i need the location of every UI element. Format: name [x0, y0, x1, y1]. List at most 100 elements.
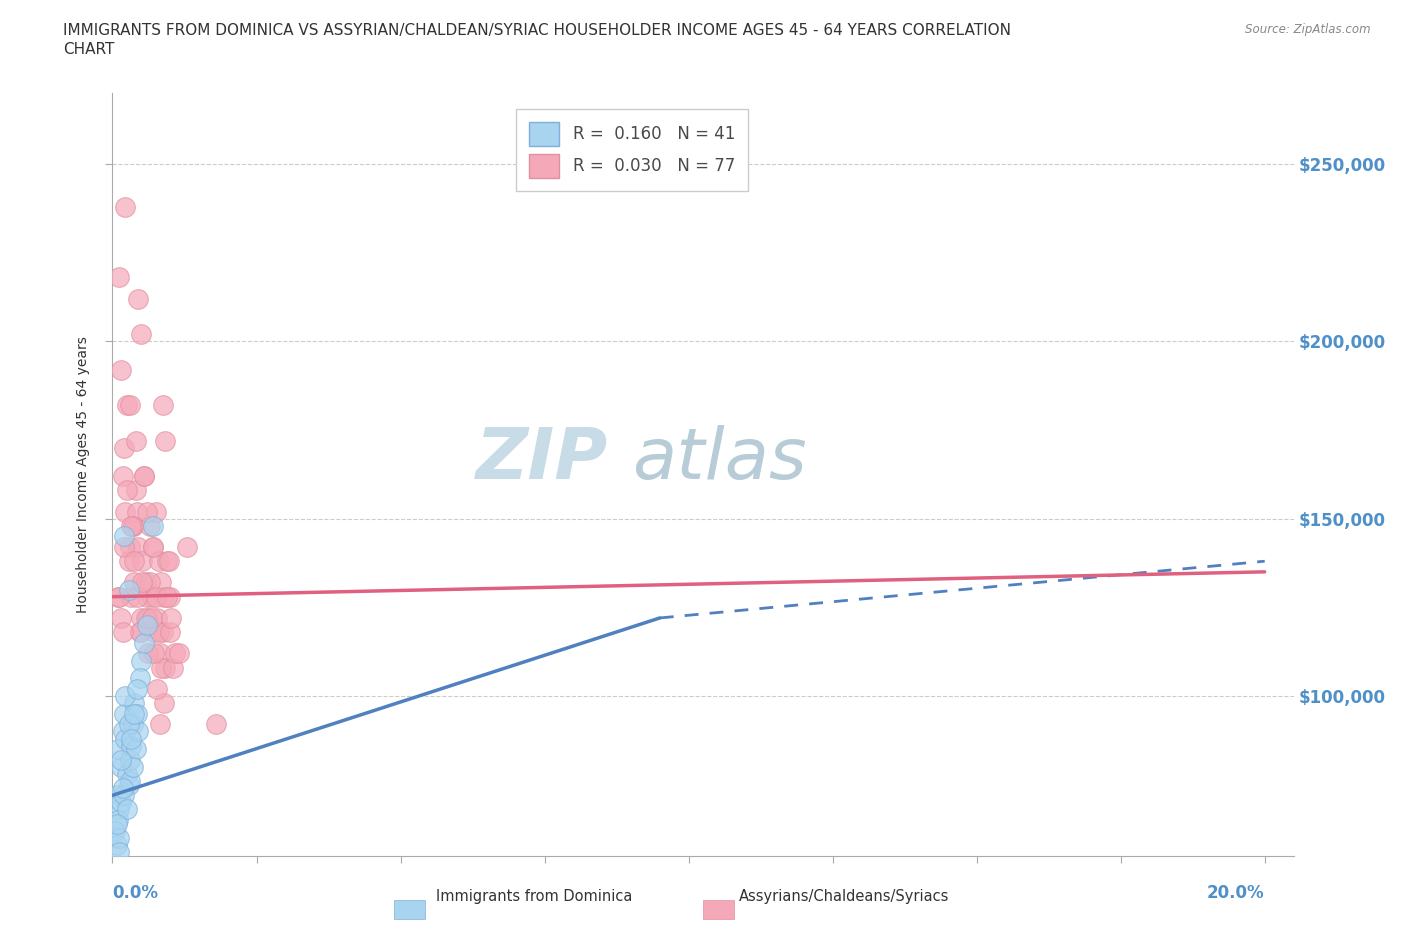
Point: [118, 752, 141, 767]
Point: [149, 646, 172, 661]
Point: [167, 646, 190, 661]
Point: [153, 696, 176, 711]
Point: [156, 553, 179, 568]
Point: [121, 760, 143, 775]
Point: [149, 717, 172, 732]
Point: [136, 618, 159, 632]
Point: [159, 590, 181, 604]
Point: [142, 518, 165, 533]
Point: [136, 610, 159, 625]
Point: [124, 706, 146, 721]
Point: [142, 539, 165, 554]
Point: [108, 802, 131, 817]
Text: 0.0%: 0.0%: [112, 884, 159, 902]
Point: [110, 362, 132, 377]
Point: [120, 590, 142, 604]
Point: [160, 610, 183, 625]
Point: [114, 199, 136, 214]
Point: [104, 823, 127, 838]
Point: [131, 553, 153, 568]
Point: [124, 553, 146, 568]
Point: [136, 646, 159, 661]
Text: Source: ZipAtlas.com: Source: ZipAtlas.com: [1246, 23, 1371, 36]
Point: [112, 529, 135, 544]
Text: 20.0%: 20.0%: [1208, 884, 1265, 902]
Point: [153, 590, 176, 604]
Point: [159, 625, 181, 640]
Point: [118, 539, 141, 554]
Point: [156, 590, 179, 604]
Point: [115, 398, 138, 413]
Point: [141, 590, 163, 604]
Point: [141, 610, 163, 625]
Point: [125, 706, 148, 721]
Point: [108, 590, 131, 604]
Point: [150, 660, 173, 675]
Point: [108, 270, 131, 285]
Point: [118, 398, 141, 413]
Point: [129, 671, 152, 685]
Point: [205, 717, 228, 732]
Point: [155, 433, 177, 448]
Point: [157, 553, 180, 568]
Point: [114, 731, 136, 746]
Point: [121, 731, 143, 746]
Point: [115, 483, 138, 498]
Point: [121, 717, 143, 732]
Point: [112, 440, 135, 455]
Text: ZIP: ZIP: [477, 425, 609, 494]
Text: atlas: atlas: [633, 425, 807, 494]
Text: IMMIGRANTS FROM DOMINICA VS ASSYRIAN/CHALDEAN/SYRIAC HOUSEHOLDER INCOME AGES 45 : IMMIGRANTS FROM DOMINICA VS ASSYRIAN/CHA…: [63, 23, 1011, 38]
Point: [112, 539, 135, 554]
Point: [115, 802, 138, 817]
Point: [121, 518, 143, 533]
Point: [162, 660, 184, 675]
Point: [107, 813, 129, 828]
Point: [143, 646, 166, 661]
Point: [121, 518, 143, 533]
Point: [108, 844, 131, 859]
Point: [142, 539, 165, 554]
Text: Immigrants from Dominica: Immigrants from Dominica: [436, 889, 633, 904]
Point: [115, 766, 138, 781]
Point: [110, 752, 132, 767]
Y-axis label: Householder Income Ages 45 - 64 years: Householder Income Ages 45 - 64 years: [76, 336, 90, 613]
Point: [105, 838, 128, 853]
Point: [127, 724, 149, 739]
Point: [111, 469, 134, 484]
Point: [150, 575, 173, 590]
Point: [134, 469, 156, 484]
Point: [148, 625, 170, 640]
Point: [136, 590, 159, 604]
Point: [111, 724, 134, 739]
Point: [120, 518, 142, 533]
Point: [124, 575, 146, 590]
Point: [127, 539, 149, 554]
Point: [112, 788, 135, 803]
Point: [117, 777, 139, 792]
Point: [125, 504, 148, 519]
Point: [125, 682, 148, 697]
Point: [117, 582, 139, 597]
Point: [129, 653, 152, 668]
Point: [148, 553, 170, 568]
Point: [105, 788, 128, 803]
Point: [152, 398, 174, 413]
Point: [124, 696, 146, 711]
Point: [129, 625, 152, 640]
Point: [129, 326, 152, 341]
Point: [134, 635, 156, 650]
Point: [134, 469, 156, 484]
Point: [135, 575, 157, 590]
Point: [107, 590, 129, 604]
Point: [117, 717, 139, 732]
Point: [124, 742, 146, 757]
Point: [108, 830, 131, 845]
Point: [145, 504, 167, 519]
Point: [131, 575, 153, 590]
Point: [139, 518, 162, 533]
Legend: R =  0.160   N = 41, R =  0.030   N = 77: R = 0.160 N = 41, R = 0.030 N = 77: [516, 109, 748, 192]
Point: [136, 504, 159, 519]
Point: [111, 781, 134, 796]
Point: [112, 706, 135, 721]
